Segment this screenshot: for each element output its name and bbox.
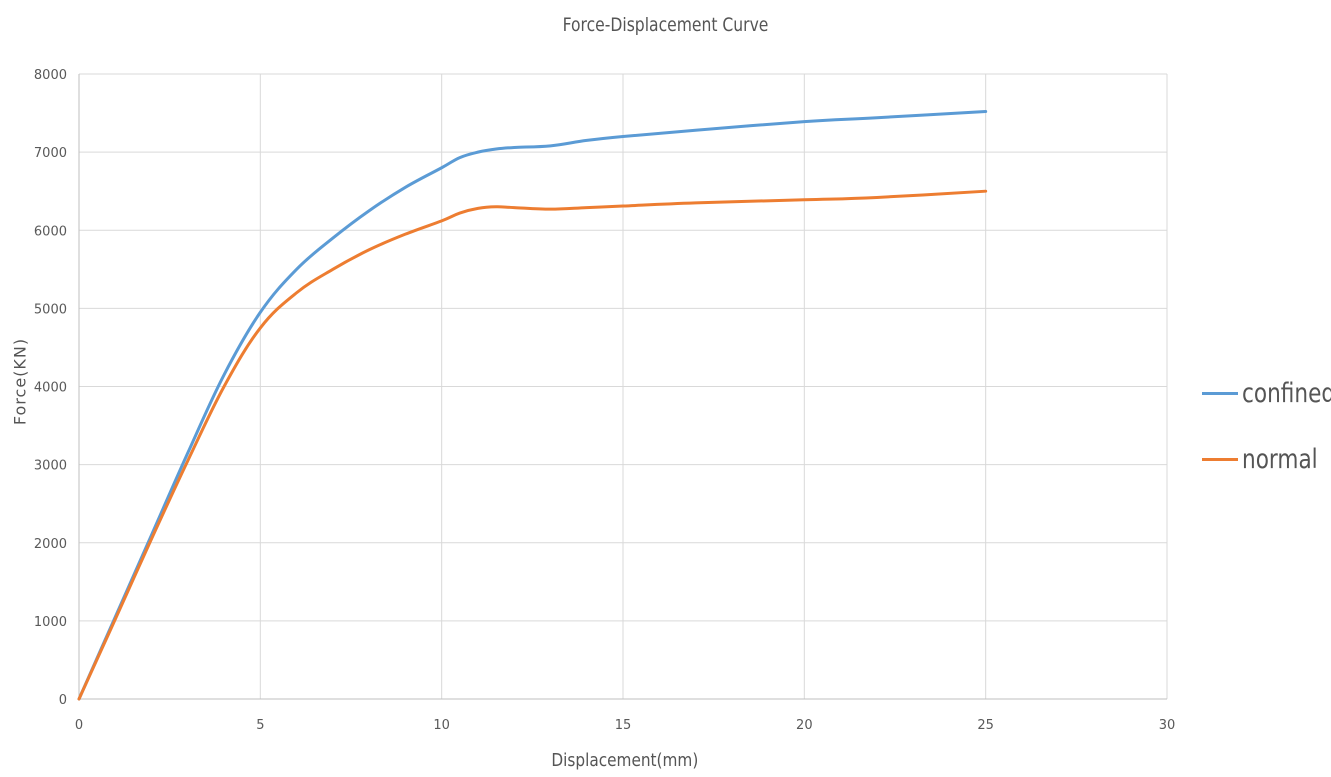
chart-title: Force-Displacement Curve [562, 14, 769, 36]
y-tick-label: 2000 [34, 537, 67, 552]
legend-swatch-normal [1202, 458, 1238, 461]
legend-item-confined: confined [1202, 378, 1331, 409]
series-line-confined [77, 110, 988, 701]
y-tick-label: 1000 [34, 615, 67, 630]
y-tick-label: 5000 [34, 302, 67, 317]
grid [79, 73, 1168, 699]
y-tick-label: 4000 [34, 381, 67, 396]
legend-label-confined: confined [1242, 378, 1331, 409]
y-tick-label: 8000 [34, 68, 67, 83]
y-axis-label: Force(KN) [10, 337, 30, 426]
x-axis-label: Displacement(mm) [551, 750, 699, 771]
series-line-normal [77, 189, 988, 701]
legend-label-normal: normal [1242, 444, 1318, 475]
tick-labels: 0 1000 2000 3000 4000 5000 6000 7000 8000 0 5 10 15 2… [34, 68, 1175, 733]
x-tick-label: 20 [796, 718, 813, 733]
y-tick-label: 7000 [34, 146, 67, 161]
x-tick-label: 10 [433, 718, 450, 733]
x-tick-label: 25 [977, 718, 994, 733]
series-lines [77, 110, 988, 701]
x-tick-label: 15 [615, 718, 632, 733]
legend-item-normal: normal [1202, 444, 1331, 475]
y-tick-label: 0 [59, 693, 67, 708]
y-tick-label: 3000 [34, 459, 67, 474]
x-tick-label: 5 [256, 718, 264, 733]
x-tick-label: 30 [1159, 718, 1176, 733]
x-tick-label: 0 [75, 718, 83, 733]
legend-swatch-confined [1202, 392, 1238, 395]
axes [78, 74, 1167, 700]
y-tick-label: 6000 [34, 224, 67, 239]
